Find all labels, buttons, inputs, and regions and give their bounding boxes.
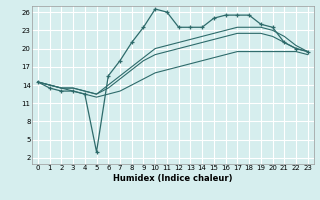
X-axis label: Humidex (Indice chaleur): Humidex (Indice chaleur) xyxy=(113,174,233,183)
